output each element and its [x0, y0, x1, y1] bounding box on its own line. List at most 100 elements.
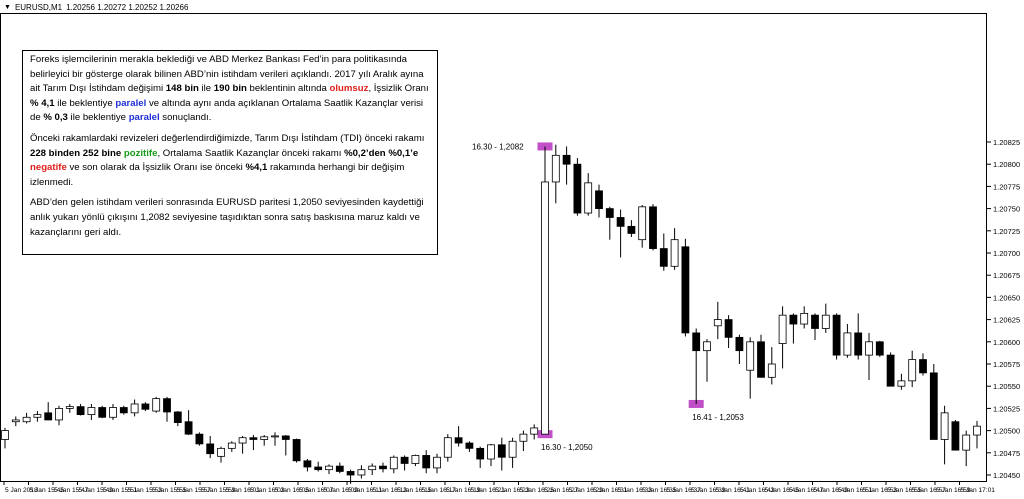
candle — [551, 144, 560, 204]
candle-body-down — [281, 435, 290, 440]
price-axis[interactable]: 1.20825 1.20800 1.20775 1.20750 1.20725 1.207… — [986, 138, 1020, 480]
text-run: ile — [198, 83, 214, 95]
candle — [109, 403, 117, 420]
candle-body-up — [357, 469, 366, 476]
candle-body-down — [724, 319, 733, 338]
candle-body-up — [65, 406, 74, 409]
candle — [713, 301, 722, 340]
candle — [44, 402, 53, 421]
ohlc-readout: 1.20256 1.20272 1.20252 1.20266 — [66, 3, 189, 12]
candle-body-down — [44, 412, 53, 421]
text-run: ve altında aynı anda açıklanan Ortalama … — [30, 97, 424, 124]
time-tick-label: 5 Jan 16:55 — [887, 487, 922, 494]
candle-body-down — [616, 217, 625, 227]
candle-body-up — [227, 442, 236, 449]
candle — [573, 157, 582, 216]
symbol-bar[interactable]: ▼ EURUSD,M1 1.20256 1.20272 1.20252 1.20… — [4, 3, 188, 12]
candle — [422, 450, 431, 474]
candle-body-up — [843, 332, 852, 356]
candle — [141, 402, 150, 412]
candle — [497, 437, 506, 471]
time-tick-label: 5 Jan 15:57 — [177, 487, 212, 494]
candle — [919, 353, 927, 376]
candle-body-down — [627, 225, 636, 234]
candle-body-down — [314, 466, 323, 471]
candle — [379, 462, 387, 473]
candle — [940, 405, 949, 465]
candle — [163, 396, 171, 422]
candle-body-up — [584, 182, 593, 214]
candle-body-up — [800, 312, 809, 325]
time-tick-label: 5 Jan 16:23 — [495, 487, 530, 494]
candle-body-down — [98, 407, 107, 418]
candle-body-down — [400, 456, 409, 464]
time-tick-label: 5 Jan 16:59 — [936, 487, 971, 494]
candle — [206, 435, 215, 459]
time-tick-label: 5 Jan 16:17 — [422, 487, 457, 494]
time-tick-label: 5 Jan 16:07 — [299, 487, 334, 494]
candle-body-down — [292, 439, 301, 462]
candle-body-up — [897, 380, 906, 387]
candle — [735, 334, 744, 364]
candle — [757, 334, 765, 378]
time-tick-label: 5 Jan 16:03 — [250, 487, 285, 494]
candle-body-down — [757, 341, 765, 378]
price-tick-label: 1.20650 — [993, 293, 1020, 302]
time-tick-label: 5 Jan 17:01 — [961, 487, 996, 494]
candle-body-up — [778, 314, 787, 344]
price-tick-label: 1.20500 — [993, 427, 1020, 436]
candle-body-up — [767, 363, 776, 378]
time-tick-label: 5 Jan 16:13 — [373, 487, 408, 494]
candle — [487, 443, 495, 467]
text-run: negatife — [30, 162, 67, 174]
candle-body-down — [562, 154, 571, 165]
candle — [519, 430, 528, 452]
candle-body-down — [649, 206, 657, 249]
news-paragraph-1: Foreks işlemcilerinin merakla beklediği … — [30, 53, 429, 126]
time-tick-label: 5 Jan 16:41 — [716, 487, 751, 494]
candle — [22, 412, 31, 424]
candle-body-up — [487, 444, 495, 460]
candle-body-down — [605, 208, 614, 218]
text-run: ile beklentiye — [67, 112, 129, 124]
candle-body-up — [713, 319, 722, 327]
candle-body-down — [929, 372, 938, 440]
candle — [271, 432, 279, 446]
candle — [260, 435, 269, 446]
candle-body-up — [33, 414, 42, 418]
candle-body-up — [217, 447, 225, 457]
news-text-box: Foreks işlemcilerinin merakla beklediği … — [22, 50, 438, 255]
candle-body-up — [152, 398, 161, 412]
candle — [530, 424, 539, 440]
candle — [508, 437, 517, 468]
candle — [465, 441, 474, 452]
candle — [703, 339, 711, 382]
time-tick-label: 5 Jan 16:21 — [471, 487, 506, 494]
candle — [281, 435, 290, 456]
time-tick-label: 5 Jan 16:47 — [789, 487, 824, 494]
candle-body-up — [508, 440, 517, 458]
time-tick-label: 5 Jan 16:25 — [520, 487, 555, 494]
candle-body-down — [811, 314, 819, 329]
candle-body-up — [87, 407, 96, 416]
time-tick-label: 5 Jan 16:45 — [765, 487, 800, 494]
time-tick-label: 5 Jan 16:37 — [667, 487, 702, 494]
price-tick-label: 1.20625 — [993, 316, 1020, 325]
time-tick-label: 5 Jan 16:57 — [912, 487, 947, 494]
candle-body-down — [422, 455, 431, 469]
price-tick-label: 1.20775 — [993, 182, 1020, 191]
candle-body-up — [519, 433, 528, 442]
candle-body-up — [541, 181, 549, 435]
price-tick-label: 1.20475 — [993, 449, 1020, 458]
text-run: %0,2’den %0,1’e — [344, 147, 419, 159]
candle-body-down — [249, 437, 258, 440]
candle-body-down — [875, 341, 884, 356]
time-tick-label: 5 Jan 16:53 — [863, 487, 898, 494]
candle-body-up — [551, 154, 560, 183]
symbol-dropdown-icon[interactable]: ▼ — [4, 4, 11, 11]
candle — [875, 340, 884, 357]
candle — [627, 220, 636, 238]
text-run: Önceki rakamlardaki revizeleri değerlend… — [30, 132, 425, 144]
